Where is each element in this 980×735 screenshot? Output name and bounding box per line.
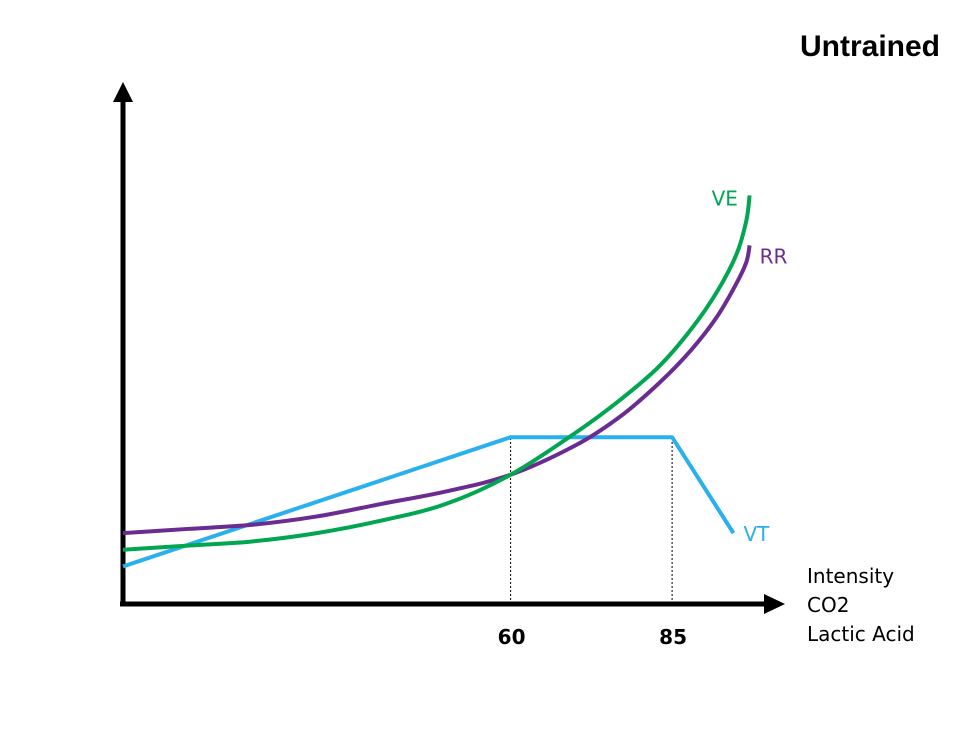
- series-label-vt: VT: [743, 522, 770, 546]
- chart-title: Untrained: [800, 30, 940, 63]
- x-axis-label-line-3: Lactic Acid: [807, 622, 915, 646]
- x-axis-label-line-1: Intensity: [807, 564, 894, 588]
- series-layer: VT RR VE: [122, 186, 788, 569]
- x-axis-label: Intensity CO2 Lactic Acid: [807, 564, 915, 646]
- series-label-rr: RR: [760, 244, 788, 268]
- y-axis-arrowhead: [113, 82, 133, 102]
- x-tick-labels: 60 85: [498, 625, 687, 649]
- x-axis-label-line-2: CO2: [807, 593, 849, 617]
- x-axis: [120, 594, 785, 614]
- series-line-ve: [122, 195, 752, 552]
- series-label-ve: VE: [712, 186, 738, 210]
- x-tick-label-85: 85: [659, 625, 687, 649]
- x-axis-arrowhead: [764, 594, 785, 614]
- series-line-vt: [122, 435, 736, 569]
- series-line-rr: [122, 245, 752, 536]
- x-tick-label-60: 60: [498, 625, 526, 649]
- y-axis: [113, 82, 133, 605]
